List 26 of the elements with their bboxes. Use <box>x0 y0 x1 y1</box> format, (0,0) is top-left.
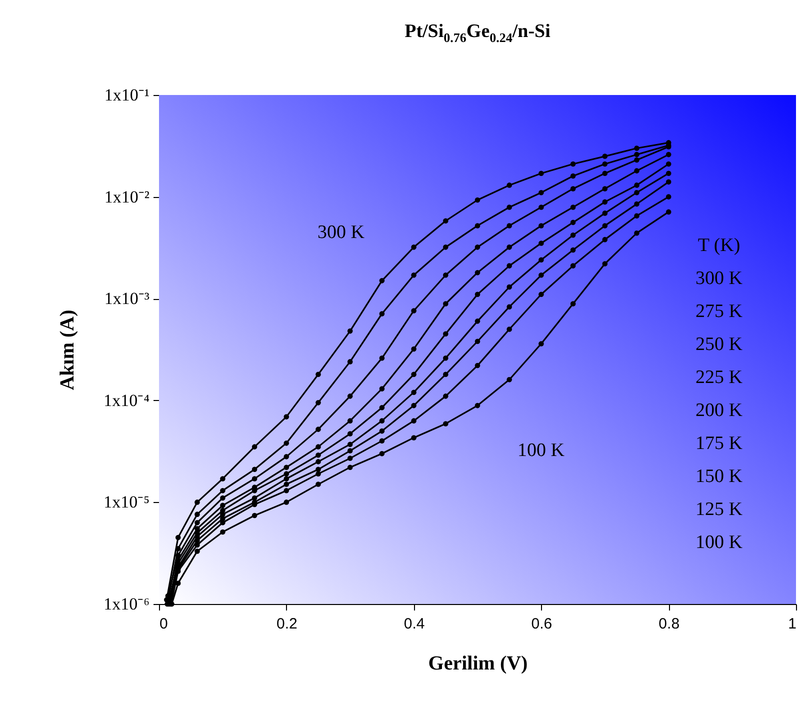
x-tick-label: 0.6 <box>531 616 552 632</box>
text: 275 K <box>696 301 743 322</box>
y-tick-label: 1x10⁻³ <box>104 289 150 308</box>
y-tick-label: 1x10⁻² <box>104 187 150 206</box>
legend-title: T (K) <box>698 235 740 256</box>
y-tick-label: 1x10⁻⁶ <box>104 594 150 614</box>
x-axis-title: Gerilim (V) <box>428 652 528 674</box>
annotation: 300 K <box>318 222 365 243</box>
y-tick-label: 1x10⁻⁴ <box>104 390 150 410</box>
text: 100 K <box>696 532 743 553</box>
text: 175 K <box>696 433 743 454</box>
text: 300 K <box>696 268 743 289</box>
x-tick-label: 0 <box>160 616 168 632</box>
text: 125 K <box>696 499 743 520</box>
text: 225 K <box>696 367 743 388</box>
y-axis-title: Akım (A) <box>56 310 79 390</box>
y-tick-label: 1x10⁻⁵ <box>104 492 150 512</box>
x-tick-label: 0.8 <box>658 616 680 632</box>
x-tick-label: 0.2 <box>276 616 298 632</box>
x-tick-label: 1 <box>788 616 796 632</box>
annotation: 100 K <box>518 440 565 461</box>
x-tick-label: 0.4 <box>404 616 425 632</box>
text: 150 K <box>696 466 743 487</box>
text: 200 K <box>696 400 743 421</box>
text: 250 K <box>696 334 743 355</box>
y-tick-label: 1x10⁻¹ <box>104 86 150 104</box>
